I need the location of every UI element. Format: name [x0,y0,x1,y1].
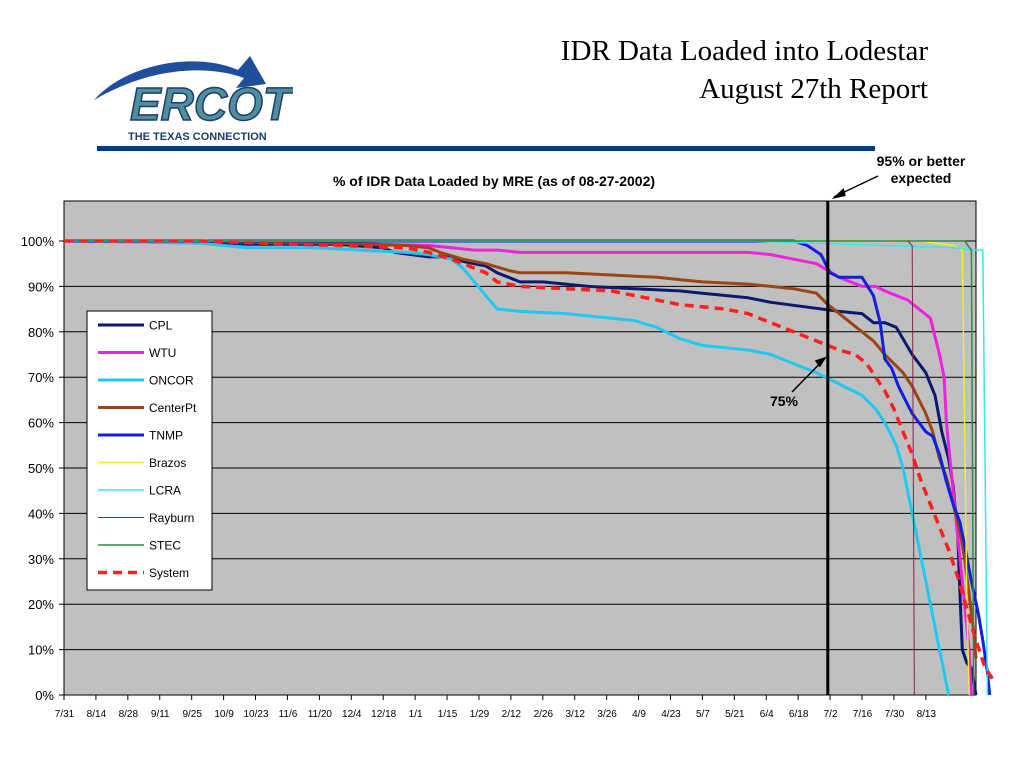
x-tick-label: 2/12 [502,709,522,720]
series-line-system [64,239,996,683]
x-tick-label: 2/26 [534,709,554,720]
grid-lines [64,240,976,651]
y-tick-label: 10% [28,643,54,658]
legend-box [86,310,213,591]
slide-title: IDR Data Loaded into Lodestar August 27t… [561,32,928,108]
annotation-95-expected: 95% or better expected [877,153,966,186]
legend-label-oncor: ONCOR [149,374,194,388]
x-tick-label: 9/25 [182,709,202,720]
legend-label-stec: STEC [149,539,181,553]
x-tick-label: 3/12 [565,709,585,720]
series-line-oncor [63,239,951,696]
y-tick-label: 0% [35,688,54,703]
x-tick-label: 1/29 [470,709,490,720]
legend-label-centerpt: CenterPt [149,401,197,415]
y-tick-label: 20% [28,597,54,612]
annotation-arrowhead-75 [814,356,827,368]
logo-tagline: THE TEXAS CONNECTION [128,131,267,143]
y-tick-label: 80% [28,325,54,340]
logo-wordmark: ERCOT [130,78,293,130]
x-tick-label: 5/7 [696,709,710,720]
ercot-logo: ERCOT THE TEXAS CONNECTION [94,56,293,143]
x-axis: 7/31 8/14 8/28 9/11 9/25 10/9 10/23 11/6 11/20 12… [55,695,937,720]
y-tick-label: 90% [28,279,54,294]
x-tick-label: 8/28 [119,709,139,720]
legend-label-brazos: Brazos [149,456,186,470]
x-tick-label: 3/26 [597,709,617,720]
x-tick-label: 8/14 [87,709,107,720]
slide-title-line-2: August 27th Report [699,73,928,105]
y-axis: 0% 10% 20% 30% 40% 50% 60% 70% 80% 90% 100% [21,201,65,703]
x-tick-label: 1/15 [438,709,458,720]
series-line-lcra [64,240,989,696]
x-tick-label: 4/23 [661,709,681,720]
annotation-75: 75% [770,393,799,409]
x-tick-label: 8/13 [917,709,937,720]
y-tick-label: 70% [28,370,54,385]
chart-title: % of IDR Data Loaded by MRE (as of 08-27… [333,173,655,189]
legend-label-cpl: CPL [149,319,173,333]
x-tick-label: 7/16 [853,709,873,720]
x-tick-label: 10/9 [214,709,234,720]
x-tick-label: 10/23 [244,709,269,720]
x-tick-label: 7/2 [824,709,838,720]
x-tick-label: 11/6 [279,709,298,720]
slide-title-line-1: IDR Data Loaded into Lodestar [560,35,928,67]
legend-label-system: System [149,566,189,580]
x-tick-label: 7/30 [885,709,905,720]
x-tick-label: 7/31 [55,709,75,720]
y-tick-label: 60% [28,416,54,431]
title-underline [97,146,875,151]
legend-label-wtu: WTU [149,346,176,360]
series-line-stec [64,240,975,696]
y-tick-label: 50% [28,461,54,476]
legend-label-lcra: LCRA [149,484,181,498]
legend-label-tnmp: TNMP [149,429,183,443]
x-tick-label: 5/21 [725,709,745,720]
y-tick-label: 100% [21,234,55,249]
x-tick-label: 6/18 [789,709,809,720]
x-tick-label: 9/11 [151,709,170,720]
x-tick-label: 6/4 [760,709,774,720]
y-tick-label: 40% [28,506,54,521]
annotations: 95% or better expected 75% [770,153,966,409]
x-tick-label: 4/9 [632,709,646,720]
y-tick-label: 30% [28,552,54,567]
x-tick-label: 12/4 [342,709,362,720]
annotation-arrowhead-95 [831,188,846,199]
x-tick-label: 1/1 [409,709,423,720]
x-tick-label: 11/20 [308,709,333,720]
legend: CPL WTU ONCOR CenterPt TNMP Brazos LCRA Rayburn… [86,310,213,591]
legend-label-rayburn: Rayburn [149,511,194,525]
x-tick-label: 12/18 [371,709,396,720]
